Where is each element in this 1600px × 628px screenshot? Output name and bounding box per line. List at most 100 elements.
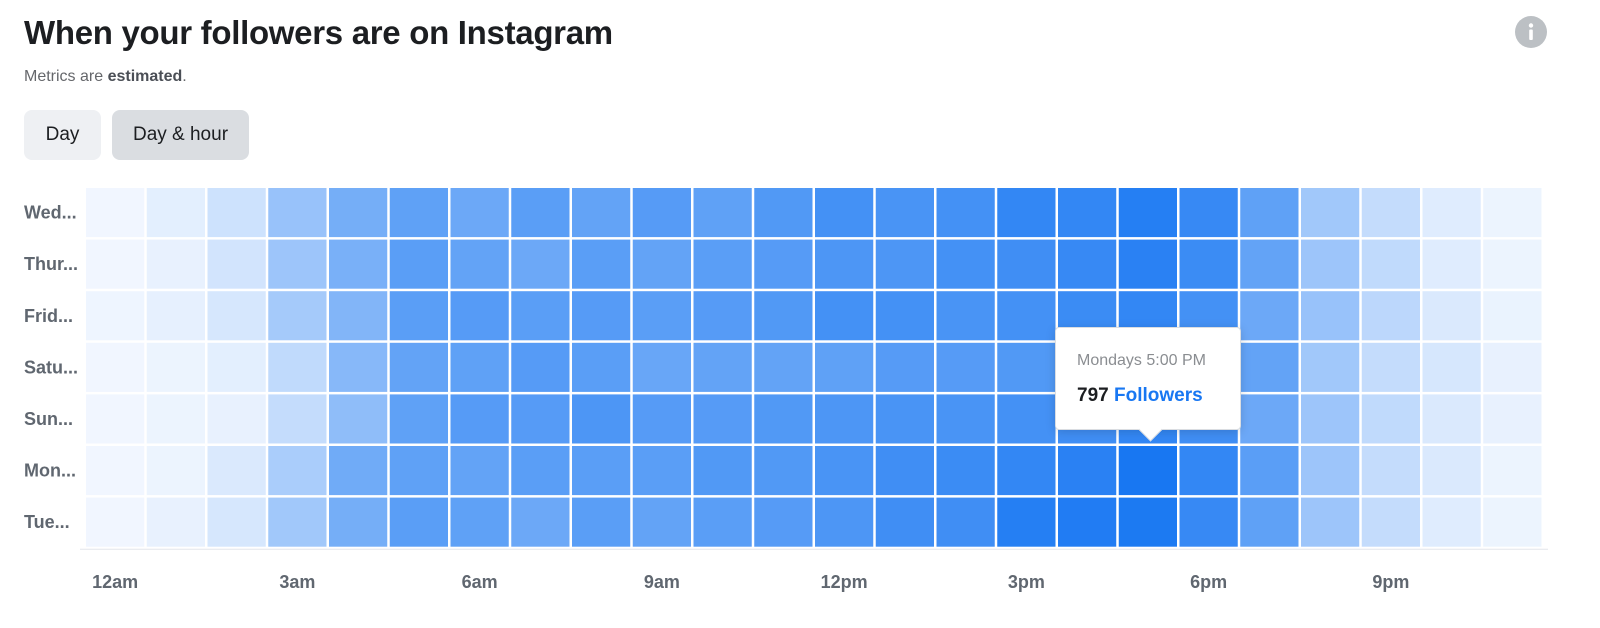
heatmap-cell-thur-6am[interactable] [450, 239, 509, 289]
heatmap-cell-satu-2pm[interactable] [936, 342, 995, 392]
heatmap-cell-mon-7am[interactable] [511, 446, 570, 496]
heatmap-cell-wed-9pm[interactable] [1361, 188, 1420, 238]
heatmap-cell-wed-3pm[interactable] [997, 188, 1056, 238]
heatmap-cell-thur-5pm[interactable] [1118, 239, 1177, 289]
heatmap-cell-sun-1am[interactable] [146, 394, 205, 444]
heatmap-cell-mon-8am[interactable] [572, 446, 631, 496]
heatmap-cell-wed-12am[interactable] [86, 188, 145, 238]
heatmap-cell-wed-11pm[interactable] [1483, 188, 1542, 238]
heatmap-cell-tue-2am[interactable] [207, 497, 266, 547]
heatmap-cell-sun-8pm[interactable] [1301, 394, 1360, 444]
heatmap-cell-mon-6am[interactable] [450, 446, 509, 496]
heatmap-cell-thur-1am[interactable] [146, 239, 205, 289]
heatmap-cell-sun-12am[interactable] [86, 394, 145, 444]
heatmap-cell-wed-5am[interactable] [389, 188, 448, 238]
heatmap-cell-tue-1am[interactable] [146, 497, 205, 547]
heatmap-cell-thur-3am[interactable] [268, 239, 327, 289]
heatmap-cell-satu-9am[interactable] [632, 342, 691, 392]
heatmap-cell-frid-12pm[interactable] [815, 291, 874, 341]
heatmap-cell-mon-2pm[interactable] [936, 446, 995, 496]
heatmap-cell-thur-9pm[interactable] [1361, 239, 1420, 289]
heatmap-cell-wed-11am[interactable] [754, 188, 813, 238]
heatmap-cell-satu-12am[interactable] [86, 342, 145, 392]
heatmap-cell-frid-8am[interactable] [572, 291, 631, 341]
heatmap-cell-thur-7am[interactable] [511, 239, 570, 289]
info-icon[interactable] [1515, 16, 1547, 48]
heatmap-cell-thur-7pm[interactable] [1240, 239, 1299, 289]
heatmap-cell-frid-6am[interactable] [450, 291, 509, 341]
heatmap-cell-thur-12pm[interactable] [815, 239, 874, 289]
heatmap-cell-wed-6pm[interactable] [1179, 188, 1238, 238]
heatmap-cell-mon-12pm[interactable] [815, 446, 874, 496]
heatmap-cell-sun-1pm[interactable] [875, 394, 934, 444]
heatmap-cell-mon-10am[interactable] [693, 446, 752, 496]
heatmap-cell-sun-10pm[interactable] [1422, 394, 1481, 444]
heatmap-cell-thur-8pm[interactable] [1301, 239, 1360, 289]
heatmap-cell-wed-5pm[interactable] [1118, 188, 1177, 238]
heatmap-cell-mon-11pm[interactable] [1483, 446, 1542, 496]
heatmap-cell-wed-7am[interactable] [511, 188, 570, 238]
heatmap-cell-sun-4am[interactable] [329, 394, 388, 444]
heatmap-cell-frid-9pm[interactable] [1361, 291, 1420, 341]
heatmap-cell-wed-1am[interactable] [146, 188, 205, 238]
heatmap-cell-sun-9pm[interactable] [1361, 394, 1420, 444]
heatmap-cell-frid-1pm[interactable] [875, 291, 934, 341]
heatmap-cell-mon-3pm[interactable] [997, 446, 1056, 496]
heatmap-cell-satu-10am[interactable] [693, 342, 752, 392]
heatmap-cell-satu-1pm[interactable] [875, 342, 934, 392]
heatmap-cell-tue-9pm[interactable] [1361, 497, 1420, 547]
heatmap-cell-sun-2am[interactable] [207, 394, 266, 444]
heatmap-cell-frid-3pm[interactable] [997, 291, 1056, 341]
heatmap-cell-thur-10am[interactable] [693, 239, 752, 289]
heatmap-cell-satu-4am[interactable] [329, 342, 388, 392]
heatmap-cell-sun-10am[interactable] [693, 394, 752, 444]
heatmap-cell-wed-2am[interactable] [207, 188, 266, 238]
heatmap-cell-tue-7pm[interactable] [1240, 497, 1299, 547]
heatmap-cell-sun-3am[interactable] [268, 394, 327, 444]
heatmap-cell-sun-9am[interactable] [632, 394, 691, 444]
heatmap-cell-sun-12pm[interactable] [815, 394, 874, 444]
heatmap-cell-frid-7am[interactable] [511, 291, 570, 341]
heatmap-cell-mon-10pm[interactable] [1422, 446, 1481, 496]
heatmap-cell-satu-3pm[interactable] [997, 342, 1056, 392]
heatmap-cell-mon-1pm[interactable] [875, 446, 934, 496]
heatmap-cell-frid-7pm[interactable] [1240, 291, 1299, 341]
heatmap-cell-wed-10am[interactable] [693, 188, 752, 238]
heatmap-cell-wed-8pm[interactable] [1301, 188, 1360, 238]
heatmap-cell-thur-4pm[interactable] [1058, 239, 1117, 289]
heatmap-cell-frid-2pm[interactable] [936, 291, 995, 341]
heatmap-cell-thur-2am[interactable] [207, 239, 266, 289]
heatmap-cell-mon-6pm[interactable] [1179, 446, 1238, 496]
heatmap-cell-thur-4am[interactable] [329, 239, 388, 289]
heatmap-cell-wed-3am[interactable] [268, 188, 327, 238]
heatmap-cell-tue-11am[interactable] [754, 497, 813, 547]
heatmap-cell-thur-1pm[interactable] [875, 239, 934, 289]
day-toggle-button[interactable]: Day [24, 110, 101, 160]
heatmap-cell-mon-4pm[interactable] [1058, 446, 1117, 496]
heatmap-cell-frid-5am[interactable] [389, 291, 448, 341]
heatmap-cell-thur-8am[interactable] [572, 239, 631, 289]
heatmap-cell-frid-10pm[interactable] [1422, 291, 1481, 341]
heatmap-cell-tue-6am[interactable] [450, 497, 509, 547]
heatmap-cell-sun-11pm[interactable] [1483, 394, 1542, 444]
heatmap-cell-thur-3pm[interactable] [997, 239, 1056, 289]
heatmap-cell-wed-10pm[interactable] [1422, 188, 1481, 238]
heatmap-cell-satu-11am[interactable] [754, 342, 813, 392]
heatmap-cell-tue-9am[interactable] [632, 497, 691, 547]
heatmap-cell-tue-11pm[interactable] [1483, 497, 1542, 547]
heatmap-cell-satu-10pm[interactable] [1422, 342, 1481, 392]
heatmap-cell-mon-12am[interactable] [86, 446, 145, 496]
heatmap-cell-tue-12pm[interactable] [815, 497, 874, 547]
heatmap-cell-thur-10pm[interactable] [1422, 239, 1481, 289]
heatmap-cell-wed-7pm[interactable] [1240, 188, 1299, 238]
heatmap-cell-sun-7am[interactable] [511, 394, 570, 444]
heatmap-cell-satu-7am[interactable] [511, 342, 570, 392]
heatmap-cell-tue-8am[interactable] [572, 497, 631, 547]
heatmap-cell-tue-5am[interactable] [389, 497, 448, 547]
heatmap-cell-satu-9pm[interactable] [1361, 342, 1420, 392]
heatmap-cell-tue-6pm[interactable] [1179, 497, 1238, 547]
heatmap-cell-tue-5pm[interactable] [1118, 497, 1177, 547]
heatmap-cell-sun-8am[interactable] [572, 394, 631, 444]
heatmap-cell-thur-2pm[interactable] [936, 239, 995, 289]
heatmap-cell-satu-8am[interactable] [572, 342, 631, 392]
